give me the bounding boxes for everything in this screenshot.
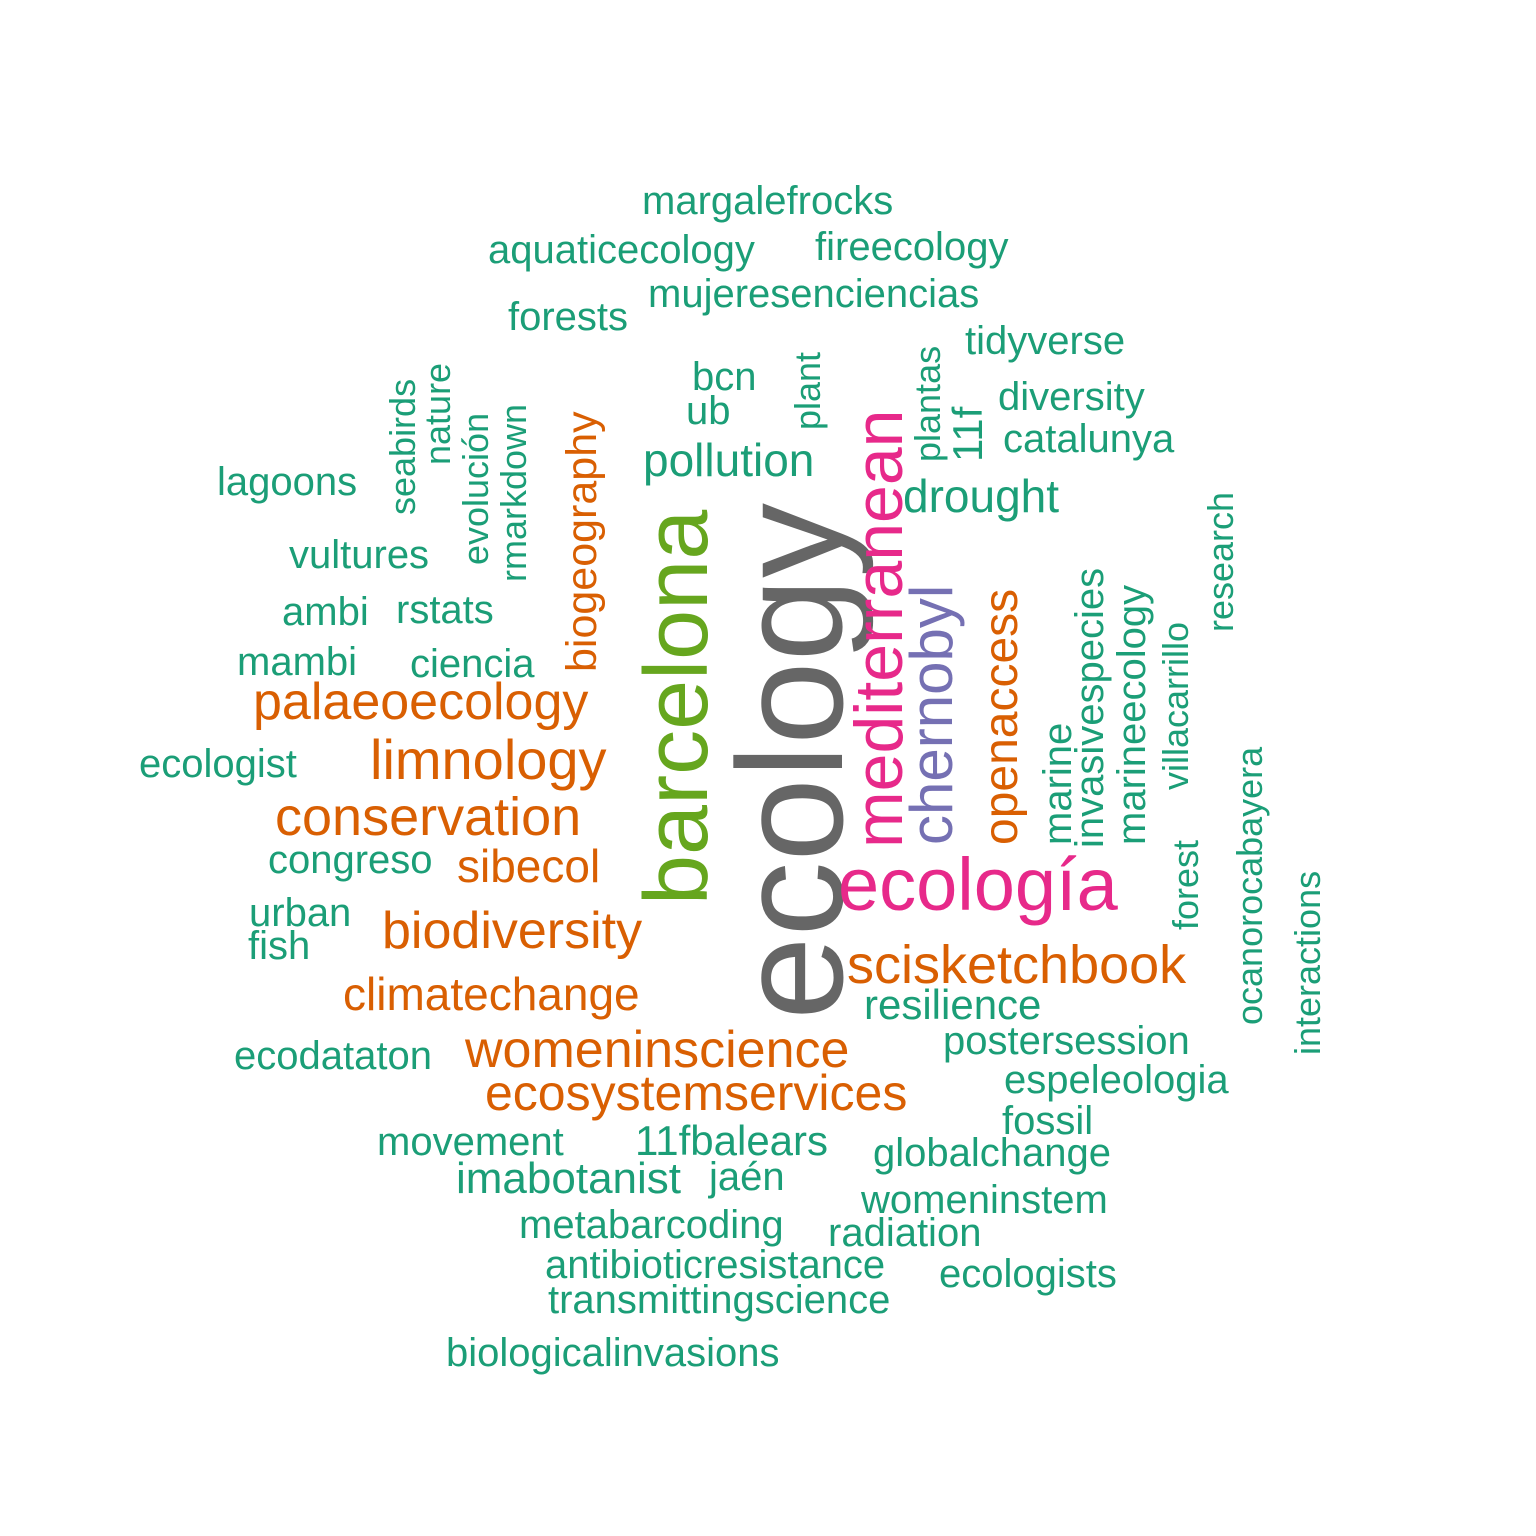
word-11fbalears: 11fbalears [635,1117,829,1164]
word-imabotanist: imabotanist [456,1154,682,1203]
word-postersession: postersession [943,1019,1190,1063]
word-fireecology: fireecology [815,225,1009,269]
word-ocanorocabayera: ocanorocabayera [1229,746,1270,1025]
word-resilience: resilience [864,981,1042,1028]
word-villacarrillo: villacarrillo [1155,621,1196,790]
word-evolucion: evolución [455,412,496,565]
word-margalefrocks: margalefrocks [642,179,894,223]
word-palaeoecology: palaeoecology [253,673,589,731]
word-tidyverse: tidyverse [965,319,1126,363]
word-urban: urban [249,891,352,935]
word-bcn: bcn [692,355,757,399]
word-barcelona: barcelona [627,509,727,905]
word-limnology: limnology [370,728,607,791]
word-ecologia: ecología [838,843,1118,926]
word-vultures: vultures [289,533,430,577]
word-lagoons: lagoons [217,460,358,504]
word-antibioticresistance: antibioticresistance [545,1243,886,1287]
word-mambi: mambi [237,640,358,684]
word-pollution: pollution [643,434,815,486]
word-marineecology: marineecology [1110,584,1154,845]
word-aquaticecology: aquaticecology [488,228,755,272]
word-forest: forest [1165,839,1206,930]
word-ub: ub [686,389,731,433]
word-congreso: congreso [268,838,433,882]
word-metabarcoding: metabarcoding [519,1203,784,1247]
word-rmarkdown: rmarkdown [493,403,534,582]
word-jaen: jaén [709,1155,785,1199]
word-catalunya: catalunya [1003,417,1175,461]
word-biodiversity: biodiversity [382,902,643,960]
word-diversity: diversity [998,375,1145,419]
word-womeninstem: womeninstem [861,1178,1108,1222]
word-research: research [1200,491,1241,632]
word-11f: 11f [944,406,991,462]
word-biologicalinvasions: biologicalinvasions [446,1331,780,1375]
word-globalchange: globalchange [873,1131,1111,1175]
word-fossil: fossil [1002,1099,1094,1143]
word-rstats: rstats [396,588,494,632]
word-plant: plant [787,351,828,430]
word-openaccess: openaccess [975,588,1028,845]
word-drought: drought [903,470,1060,522]
word-conservation: conservation [275,787,582,847]
word-plantas: plantas [907,345,948,462]
word-chernobyl: chernobyl [898,584,965,845]
word-ecodataton: ecodataton [234,1034,432,1078]
word-scisketchbook: scisketchbook [847,935,1187,995]
word-ecosystemservices: ecosystemservices [485,1065,908,1121]
word-ecologist: ecologist [139,742,297,786]
word-espeleologia: espeleologia [1004,1058,1229,1102]
word-nature: nature [417,362,458,465]
word-climatechange: climatechange [343,968,640,1020]
word-mujeresenciencias: mujeresenciencias [648,272,980,316]
word-transmittingscience: transmittingscience [548,1278,891,1322]
word-radiation: radiation [828,1211,982,1255]
word-seabirds: seabirds [382,378,423,515]
word-biogeography: biogeography [558,411,606,672]
word-womeninscience: womeninscience [465,1021,850,1079]
word-movement: movement [377,1120,564,1164]
word-fish: fish [248,924,311,968]
word-marine: marine [1036,722,1080,845]
word-ambi: ambi [282,590,369,634]
word-forests: forests [508,295,629,339]
word-ecologists: ecologists [939,1252,1117,1296]
word-ciencia: ciencia [410,642,535,686]
word-interactions: interactions [1287,870,1328,1055]
word-sibecol: sibecol [457,840,601,892]
